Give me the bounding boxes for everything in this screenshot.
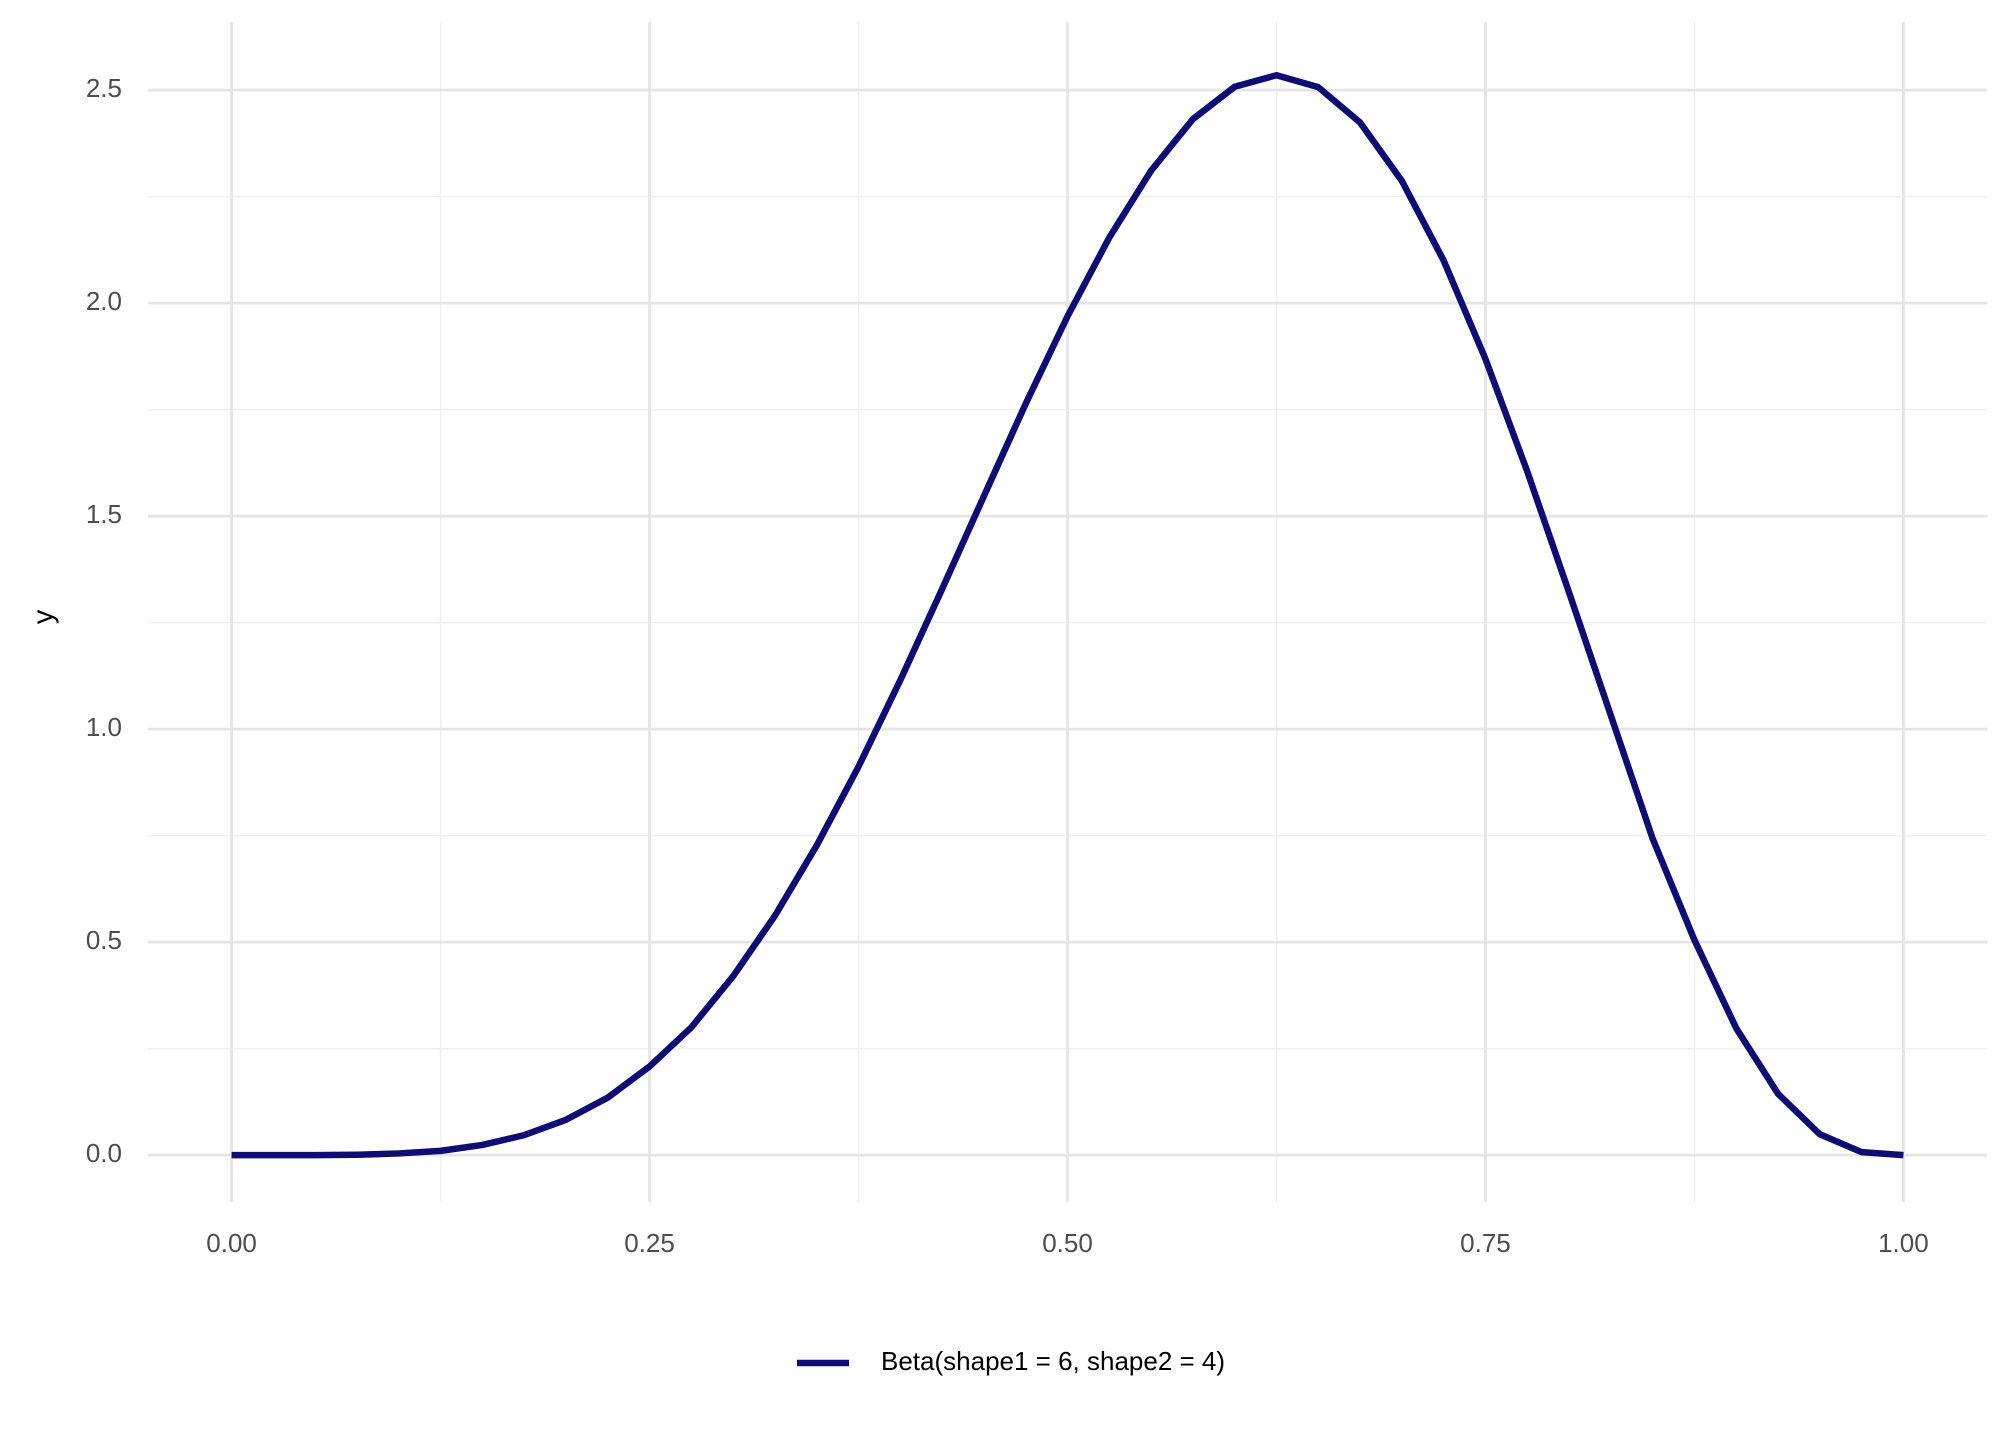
y-tick-label: 0.0 xyxy=(86,1138,122,1168)
y-tick-label: 1.0 xyxy=(86,712,122,742)
y-tick-label: 0.5 xyxy=(86,925,122,955)
legend-label: Beta(shape1 = 6, shape2 = 4) xyxy=(881,1346,1225,1376)
y-tick-label: 2.5 xyxy=(86,73,122,103)
x-tick-label: 1.00 xyxy=(1878,1228,1929,1258)
y-tick-label: 2.0 xyxy=(86,286,122,316)
x-tick-label: 0.50 xyxy=(1042,1228,1093,1258)
x-tick-label: 0.75 xyxy=(1460,1228,1511,1258)
line xyxy=(231,71,1904,1159)
y-axis-label: y xyxy=(28,609,60,624)
x-tick-label: 0.25 xyxy=(624,1228,675,1258)
y-tick-label: 1.5 xyxy=(86,499,122,529)
x-tick-label: 0.00 xyxy=(206,1228,257,1258)
